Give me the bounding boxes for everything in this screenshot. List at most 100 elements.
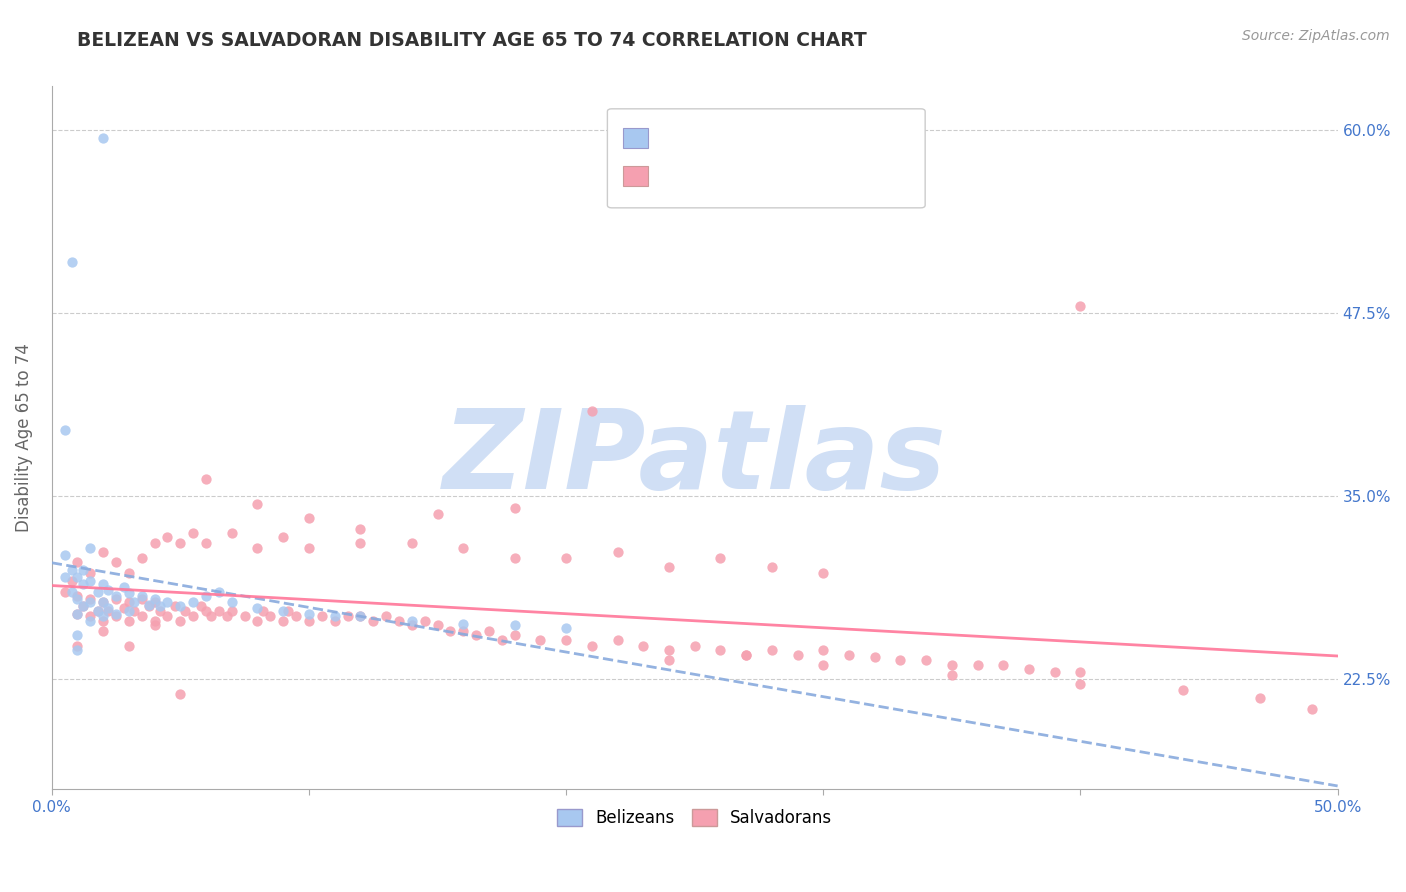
Point (118, 604, 141, 618)
Point (298, 614, 321, 628)
Point (138, 599, 160, 614)
Point (143, 595, 166, 609)
Point (97, 600, 120, 615)
Point (122, 604, 145, 618)
Point (658, 559, 681, 574)
Point (149, 604, 172, 618)
Point (122, 595, 145, 609)
Point (813, 657, 835, 672)
Point (79, 595, 101, 609)
Point (138, 598, 160, 612)
Point (941, 668, 963, 682)
Point (375, 609, 398, 624)
Point (195, 536, 218, 550)
Point (66, 607, 89, 621)
Point (79, 541, 101, 555)
Point (143, 614, 166, 628)
Point (735, 648, 758, 662)
Point (401, 536, 423, 550)
Point (451, 541, 474, 555)
Point (349, 536, 371, 550)
Point (131, 591, 153, 606)
Point (606, 545, 628, 559)
Point (72, 563, 94, 577)
Point (246, 614, 269, 628)
Point (53, 584, 76, 599)
Point (72, 599, 94, 614)
Point (79, 566, 101, 580)
Point (271, 604, 294, 618)
Point (838, 648, 860, 662)
Point (66, 591, 89, 606)
Point (53, 424, 76, 438)
Point (426, 507, 449, 521)
Point (401, 618, 423, 632)
Point (118, 586, 141, 600)
Point (491, 632, 513, 647)
Point (181, 595, 204, 609)
Point (105, 589, 128, 603)
Point (465, 628, 488, 642)
Point (388, 614, 411, 628)
Point (208, 604, 231, 618)
Point (761, 559, 783, 574)
Point (1173, 682, 1195, 697)
Point (72, 599, 94, 614)
Point (503, 501, 526, 516)
Point (221, 595, 243, 609)
Point (503, 628, 526, 642)
Point (221, 604, 243, 618)
Y-axis label: Disability Age 65 to 74: Disability Age 65 to 74 (15, 343, 32, 533)
Point (439, 624, 461, 638)
Point (709, 550, 731, 565)
Point (555, 550, 578, 565)
Point (285, 609, 308, 624)
Point (349, 522, 371, 536)
Point (195, 604, 218, 618)
Point (143, 618, 166, 632)
Point (72, 577, 94, 591)
Point (966, 657, 988, 672)
Point (735, 648, 758, 662)
Point (79, 591, 101, 606)
Point (66, 643, 89, 657)
Point (277, 604, 299, 618)
Point (169, 687, 191, 701)
Point (156, 609, 179, 624)
Point (66, 555, 89, 569)
Point (683, 639, 706, 653)
Point (323, 614, 346, 628)
Point (60, 584, 83, 599)
Point (66, 570, 89, 584)
Point (606, 632, 628, 647)
Point (941, 657, 963, 672)
Point (112, 580, 135, 594)
Point (118, 639, 141, 653)
Point (66, 628, 89, 642)
Point (215, 609, 238, 624)
Point (1301, 701, 1323, 715)
Point (298, 541, 321, 555)
Point (91, 130, 114, 145)
Point (413, 614, 436, 628)
Point (478, 624, 501, 638)
Point (555, 621, 578, 635)
Point (91, 545, 114, 559)
Point (181, 525, 204, 540)
Point (118, 566, 141, 580)
Point (60, 574, 83, 589)
Point (87, 584, 110, 599)
Point (581, 404, 603, 418)
Point (813, 643, 835, 657)
Point (863, 650, 886, 665)
Point (118, 614, 141, 628)
Point (361, 614, 384, 628)
Point (79, 614, 101, 628)
Point (786, 648, 808, 662)
Point (91, 595, 114, 609)
Text: R = -0.043   N =  51: R = -0.043 N = 51 (657, 129, 839, 147)
Point (66, 607, 89, 621)
Point (503, 618, 526, 632)
Point (246, 600, 269, 615)
Point (53, 570, 76, 584)
